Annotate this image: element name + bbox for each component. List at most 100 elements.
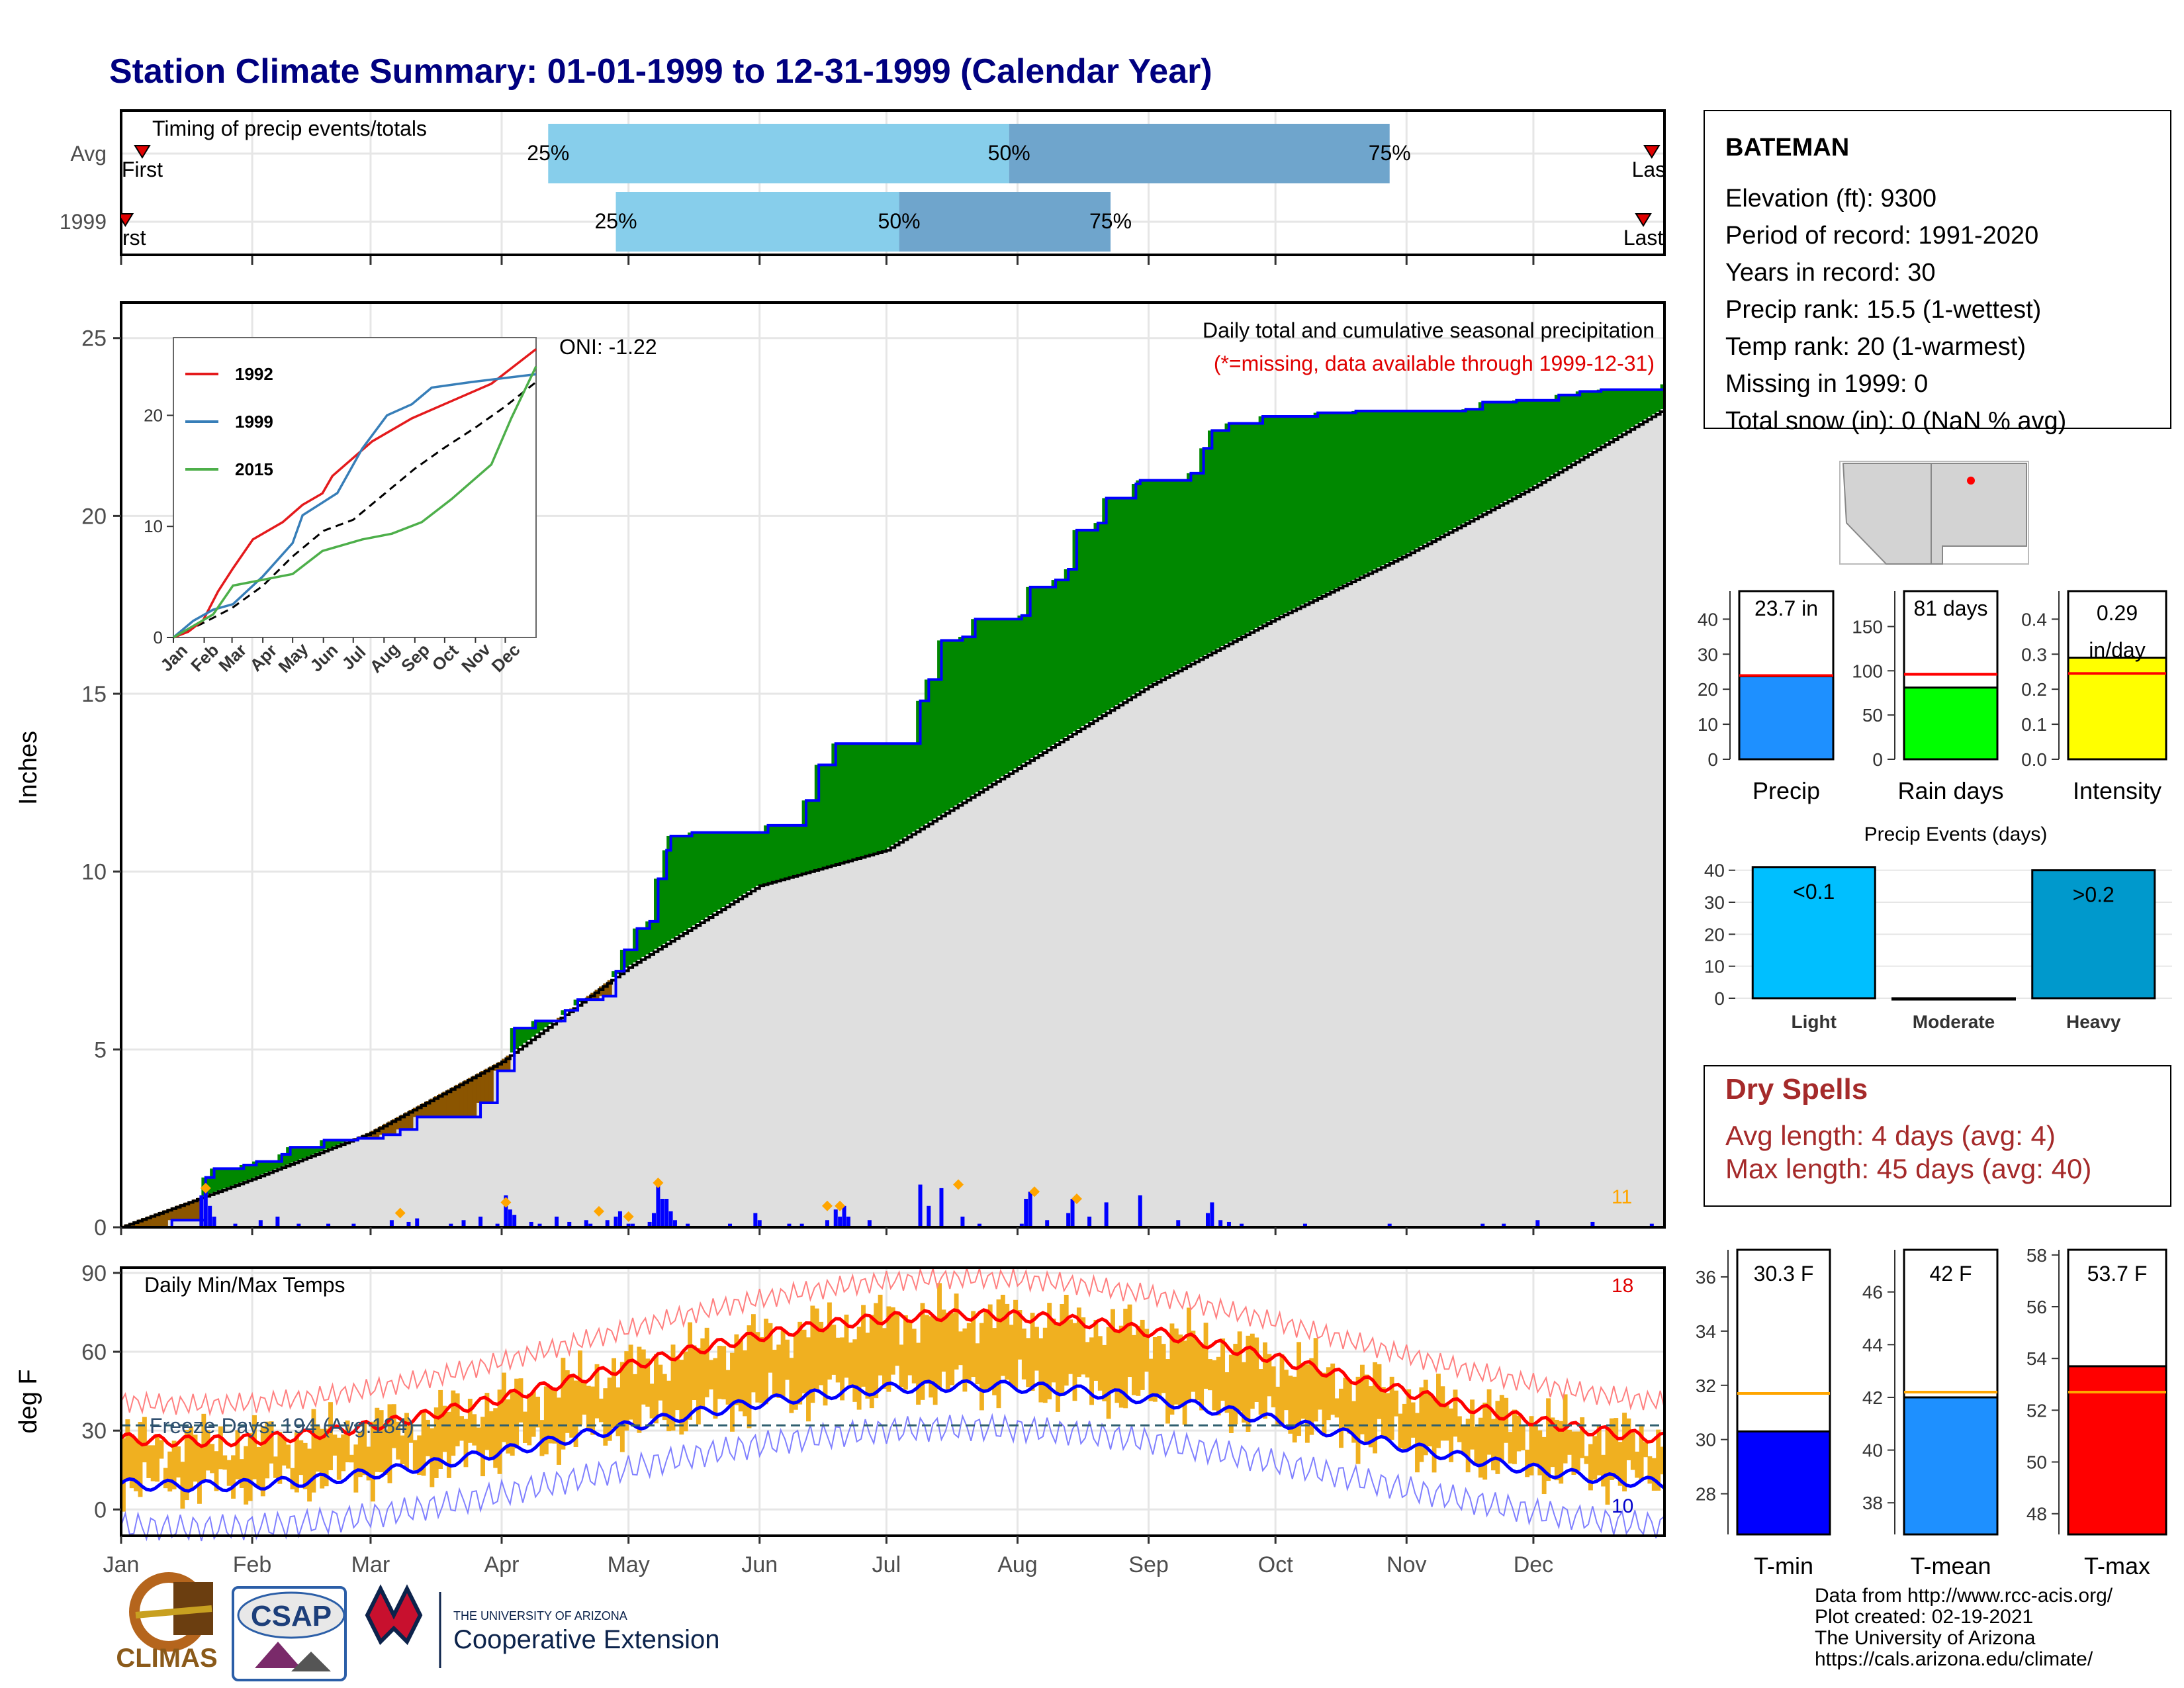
surplus-fill (628, 949, 633, 965)
surplus-fill (709, 832, 714, 915)
daily-temp-bar (569, 1375, 574, 1438)
ua-logo-small-text: THE UNIVERSITY OF ARIZONA (453, 1609, 627, 1622)
daily-temp-bar (522, 1411, 527, 1443)
daily-temp-bar (1313, 1338, 1318, 1422)
surplus-fill (1026, 586, 1031, 761)
surplus-fill (1541, 400, 1547, 480)
daily-precip-bar (960, 1216, 965, 1227)
summary-bar-name: Rain days (1897, 777, 2003, 804)
daily-temp-bar (578, 1350, 582, 1425)
inset-panel: 01020199219992015JanFebMarAprMayJunJulAu… (144, 337, 537, 677)
daily-temp-bar (903, 1315, 908, 1390)
daily-precip-bar (233, 1223, 238, 1227)
daily-temp-bar (349, 1454, 354, 1463)
daily-precip-bar (652, 1213, 657, 1227)
surplus-fill (641, 928, 646, 957)
summary-bar (2067, 1365, 2167, 1536)
daily-temp-bar (688, 1322, 693, 1420)
daily-temp-bar (1470, 1399, 1475, 1450)
deficit-fill (476, 1073, 481, 1103)
month-tick-label: Apr (484, 1552, 520, 1577)
deficit-fill (184, 1202, 189, 1221)
daily-temp-bar (1051, 1319, 1056, 1383)
surplus-fill (1127, 498, 1132, 698)
daily-temp-bar (375, 1407, 380, 1472)
summary-y-tick-label: 20 (1698, 679, 1718, 700)
deficit-fill (438, 1094, 443, 1117)
summary-y-tick-label: 0.2 (2021, 679, 2047, 700)
surplus-fill (983, 619, 989, 787)
daily-temp-bar (1423, 1380, 1428, 1456)
summary-y-tick-label: 32 (1696, 1376, 1716, 1396)
daily-temp-bar (950, 1313, 955, 1385)
climas-logo: CLIMAS (116, 1572, 218, 1673)
timing-bar-early (615, 192, 899, 252)
daily-temp-bar (1237, 1331, 1242, 1411)
surplus-fill (1465, 409, 1471, 522)
surplus-fill (1656, 389, 1661, 412)
surplus-fill (1242, 423, 1247, 635)
daily-precip-bar (631, 1223, 635, 1227)
surplus-fill (1237, 423, 1242, 637)
surplus-fill (222, 1168, 228, 1189)
surplus-fill (831, 743, 837, 865)
surplus-fill (1516, 400, 1522, 494)
daily-temp-bar (176, 1446, 181, 1477)
surplus-fill (1444, 410, 1449, 533)
daily-temp-bar (197, 1444, 202, 1504)
daily-temp-bar (125, 1419, 130, 1481)
daily-precip-bar (537, 1223, 542, 1227)
daily-temp-bar (983, 1310, 989, 1391)
timing-quantile-label: 75% (1369, 141, 1411, 165)
surplus-fill (954, 640, 959, 806)
daily-temp-bar (1165, 1359, 1170, 1424)
surplus-fill (869, 743, 874, 854)
daily-precip-bar (275, 1216, 280, 1227)
surplus-fill (801, 800, 807, 873)
daily-temp-bar (433, 1407, 439, 1478)
daily-temp-bar (764, 1319, 769, 1405)
daily-temp-bar (1279, 1354, 1285, 1427)
deficit-fill (484, 1068, 490, 1103)
surplus-fill (878, 743, 883, 852)
daily-temp-bar (1144, 1329, 1150, 1372)
surplus-fill (290, 1147, 295, 1163)
surplus-fill (1592, 391, 1598, 450)
surplus-fill (1152, 480, 1158, 682)
surplus-fill (1486, 402, 1492, 510)
summary-bar (1903, 1396, 1999, 1536)
daily-temp-bar (971, 1311, 976, 1378)
surplus-fill (1495, 402, 1500, 506)
surplus-fill (810, 800, 815, 870)
daily-temp-bar (759, 1336, 764, 1403)
surplus-fill (1533, 400, 1538, 485)
surplus-fill (806, 800, 811, 872)
daily-precip-bar (588, 1223, 593, 1227)
daily-temp-bar (1554, 1419, 1559, 1481)
surplus-fill (785, 825, 790, 878)
daily-temp-bar (797, 1321, 803, 1405)
station-name: BATEMAN (1725, 134, 1849, 162)
daily-temp-bar (1596, 1426, 1602, 1476)
daily-temp-bar (362, 1422, 367, 1476)
month-tick-label: May (608, 1552, 650, 1577)
deficit-fill (353, 1138, 359, 1139)
daily-temp-bar (1609, 1418, 1614, 1480)
first-event-marker (134, 145, 151, 159)
daily-temp-bar (1076, 1307, 1081, 1377)
precip-events-title: Precip Events (days) (1864, 823, 2048, 845)
daily-temp-bar (400, 1435, 405, 1465)
daily-temp-bar (700, 1338, 705, 1409)
last-event-marker (1643, 145, 1661, 159)
deficit-fill (142, 1217, 147, 1227)
surplus-fill (1313, 412, 1318, 599)
daily-precip-bar (1302, 1223, 1307, 1227)
daily-temp-bar (886, 1306, 891, 1392)
deficit-fill (180, 1203, 185, 1221)
daily-temp-bar (476, 1427, 481, 1454)
surplus-fill (882, 743, 887, 851)
daily-temp-bar (557, 1397, 561, 1465)
daily-temp-bar (1639, 1425, 1644, 1481)
deficit-fill (134, 1221, 139, 1227)
daily-temp-bar (1005, 1303, 1010, 1380)
